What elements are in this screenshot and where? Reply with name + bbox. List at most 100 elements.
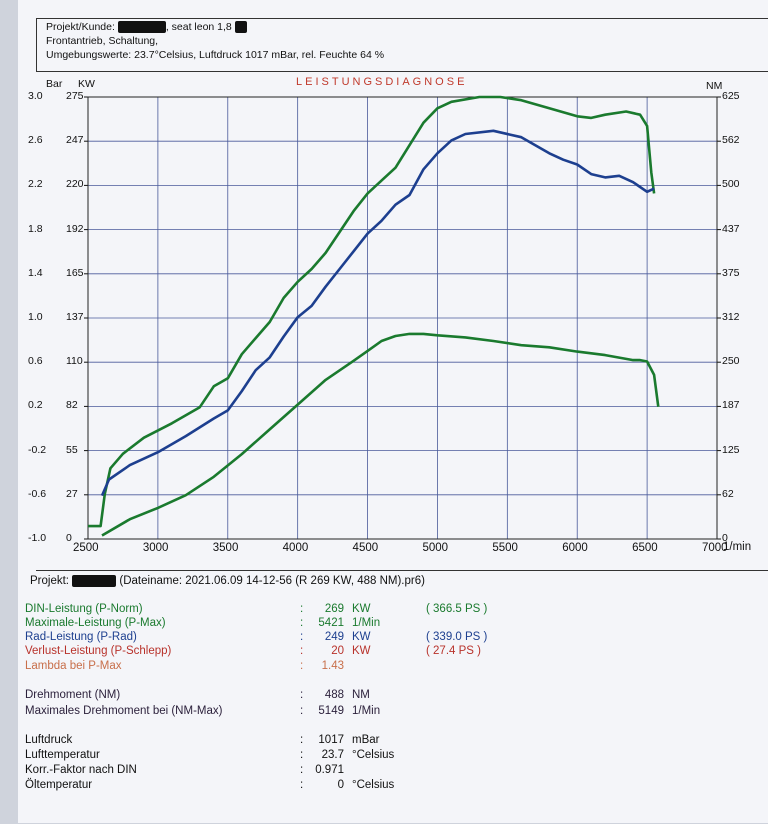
x-tick-label: 7000 <box>702 542 728 554</box>
nm-tick-label: 625 <box>722 90 740 102</box>
result-value: 23.7 <box>321 749 344 761</box>
bar-tick-label: 0.2 <box>28 399 43 412</box>
kw-tick-label: 0 <box>66 532 72 544</box>
kw-tick-label: 55 <box>66 443 78 456</box>
kw-tick-label: 220 <box>66 178 84 191</box>
customer-label: Projekt/Kunde: <box>46 21 115 33</box>
nm-tick-label: 62 <box>722 487 734 500</box>
result-unit: °Celsius <box>352 749 395 761</box>
x-tick-label: 3000 <box>142 542 169 554</box>
result-colon: : <box>300 660 304 672</box>
bar-axis-unit: Bar <box>46 78 63 90</box>
kw-tick-label: 192 <box>66 222 84 235</box>
results-panel <box>36 570 768 824</box>
vehicle-text: , seat leon 1,8 <box>165 21 232 33</box>
file-name: (Dateiname: 2021.06.09 14-12-56 (R 269 K… <box>119 575 425 588</box>
bar-tick-label: 1.0 <box>28 311 43 323</box>
result-extra: ( 339.0 PS ) <box>426 631 488 643</box>
result-unit: °Celsius <box>352 779 395 791</box>
result-label: Korr.-Faktor nach DIN <box>25 764 137 776</box>
result-colon: : <box>300 749 304 761</box>
redacted-name <box>117 21 166 34</box>
chart-title: LEISTUNGSDIAGNOSE <box>296 76 468 88</box>
result-unit: NM <box>352 689 370 701</box>
result-value: 488 <box>324 689 344 701</box>
result-value: 1.43 <box>321 660 344 672</box>
result-label: Lufttemperatur <box>25 749 100 761</box>
result-colon: : <box>300 689 304 701</box>
result-extra: ( 366.5 PS ) <box>426 603 488 615</box>
result-colon: : <box>300 734 304 746</box>
kw-tick-label: 165 <box>66 266 84 279</box>
nm-tick-label: 125 <box>722 443 740 456</box>
dyno-printout <box>18 0 768 823</box>
nm-tick-label: 500 <box>722 178 740 191</box>
bar-tick-label: -1.0 <box>28 532 47 544</box>
redacted-project <box>72 575 117 587</box>
bar-tick-label: 0.6 <box>28 355 43 368</box>
result-label: Rad-Leistung (P-Rad) <box>25 631 137 643</box>
series-line-0 <box>88 95 656 528</box>
result-extra: ( 27.4 PS ) <box>426 645 481 657</box>
result-label: DIN-Leistung (P-Norm) <box>25 603 143 615</box>
result-value: 0 <box>337 779 344 791</box>
nm-tick-label: 437 <box>722 222 740 235</box>
x-tick-label: 6500 <box>632 542 658 554</box>
x-axis-unit: 1/min <box>723 541 752 553</box>
result-value: 5421 <box>318 617 344 629</box>
nm-axis-unit: NM <box>706 80 723 92</box>
result-value: 0.971 <box>315 764 344 776</box>
result-value: 5149 <box>318 705 344 717</box>
bar-tick-label: 2.6 <box>28 134 43 147</box>
x-tick-label: 4000 <box>282 542 309 554</box>
x-tick-label: 5500 <box>492 542 518 554</box>
nm-tick-label: 187 <box>722 399 740 412</box>
series-line-1 <box>100 129 655 497</box>
kw-tick-label: 247 <box>66 134 84 147</box>
result-label: Luftdruck <box>25 734 73 746</box>
result-colon: : <box>300 645 304 657</box>
result-unit: 1/Min <box>352 705 381 717</box>
nm-tick-label: 0 <box>722 532 728 544</box>
result-label: Lambda bei P-Max <box>25 660 122 672</box>
result-colon: : <box>300 603 304 615</box>
result-colon: : <box>300 764 304 776</box>
x-tick-label: 6000 <box>562 542 588 554</box>
result-value: 249 <box>324 631 344 643</box>
kw-tick-label: 137 <box>66 311 84 323</box>
result-label: Maximale-Leistung (P-Max) <box>25 617 166 629</box>
result-colon: : <box>300 631 304 643</box>
result-value: 20 <box>331 645 344 657</box>
bar-tick-label: -0.2 <box>28 443 47 456</box>
kw-tick-label: 110 <box>66 355 83 368</box>
project-label: Projekt: <box>30 575 69 588</box>
bar-tick-label: -0.6 <box>28 487 47 500</box>
result-colon: : <box>300 705 304 717</box>
nm-tick-label: 562 <box>722 134 740 147</box>
project-line: Projekt: (Dateiname: 2021.06.09 14-12-56… <box>30 575 425 587</box>
result-value: 1017 <box>318 734 344 746</box>
kw-tick-label: 27 <box>66 487 78 500</box>
x-tick-label: 4500 <box>352 542 379 554</box>
ambient-line: Umgebungswerte: 23.7°Celsius, Luftdruck … <box>46 49 385 61</box>
plot-frame <box>87 96 718 540</box>
bar-tick-label: 3.0 <box>28 90 43 102</box>
result-colon: : <box>300 779 304 791</box>
result-value: 269 <box>324 603 344 615</box>
nm-tick-label: 312 <box>722 311 740 323</box>
nm-tick-label: 375 <box>722 266 740 279</box>
result-label: Maximales Drehmoment bei (NM-Max) <box>25 705 223 717</box>
result-label: Öltemperatur <box>25 779 93 791</box>
header-box <box>36 18 768 72</box>
bar-tick-label: 1.4 <box>28 266 43 279</box>
result-label: Drehmoment (NM) <box>25 689 121 701</box>
result-unit: KW <box>352 631 371 643</box>
series-line-2 <box>101 332 660 537</box>
kw-tick-label: 82 <box>66 399 78 412</box>
customer-line: Projekt/Kunde: , seat leon 1,8 <box>46 21 247 34</box>
x-tick-label: 3500 <box>212 542 239 554</box>
redacted-mark <box>234 21 247 34</box>
result-unit: 1/Min <box>352 617 381 629</box>
kw-tick-label: 275 <box>66 90 84 102</box>
